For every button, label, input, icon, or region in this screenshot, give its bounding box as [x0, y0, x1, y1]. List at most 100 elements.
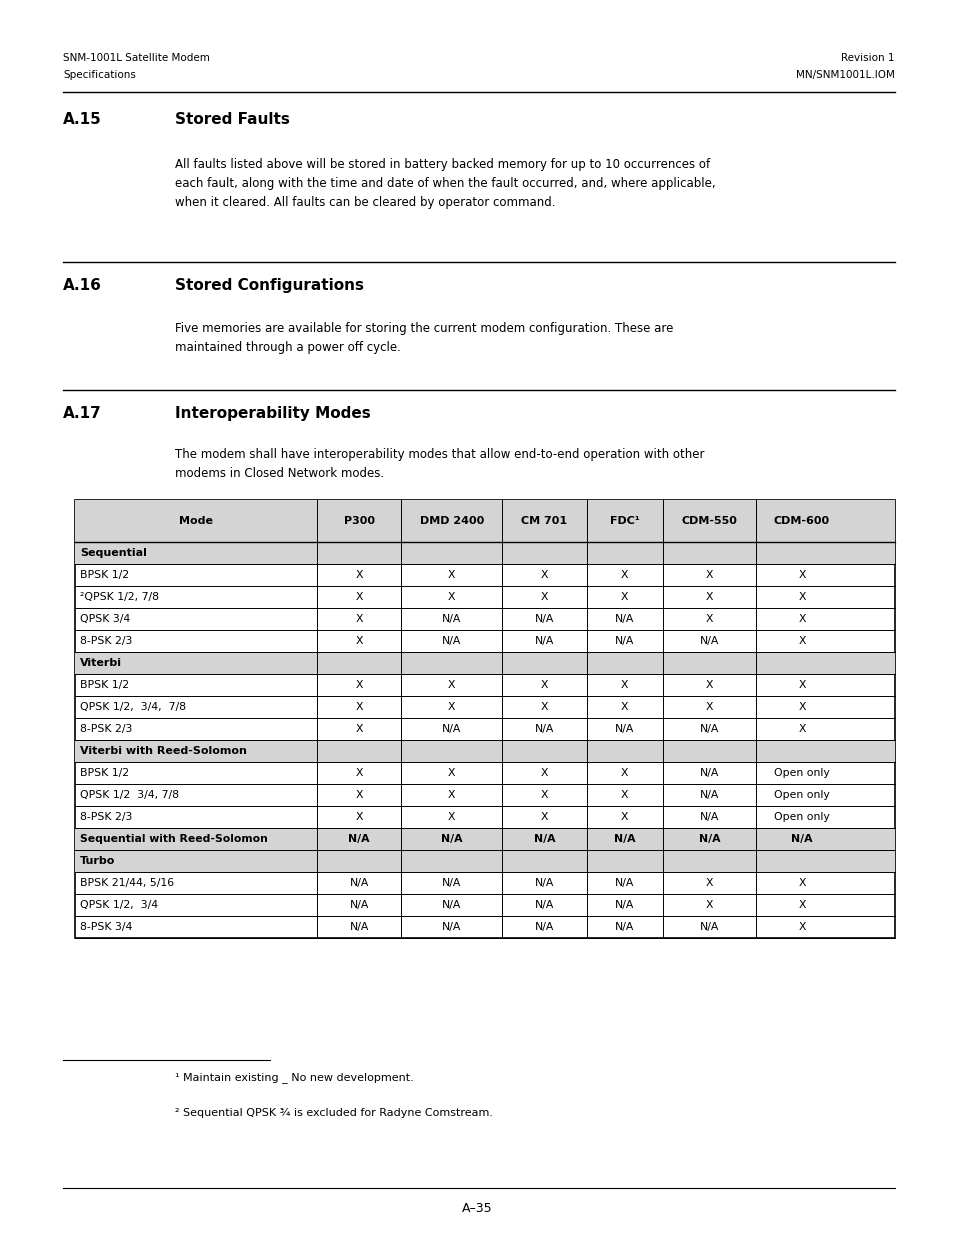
Text: N/A: N/A [699, 724, 719, 734]
Text: 8-PSK 2/3: 8-PSK 2/3 [80, 724, 132, 734]
Text: Revision 1: Revision 1 [841, 53, 894, 63]
Text: X: X [355, 811, 362, 823]
Text: X: X [540, 811, 548, 823]
Text: CDM-550: CDM-550 [680, 516, 737, 526]
Text: X: X [448, 571, 456, 580]
Text: N/A: N/A [535, 878, 554, 888]
Text: BPSK 1/2: BPSK 1/2 [80, 768, 129, 778]
Text: Open only: Open only [773, 811, 829, 823]
Text: P300: P300 [343, 516, 375, 526]
Text: FDC¹: FDC¹ [609, 516, 639, 526]
Bar [75, 850, 894, 872]
Text: X: X [355, 790, 362, 800]
Text: N/A: N/A [441, 614, 461, 624]
Bar [75, 827, 894, 850]
Text: N/A: N/A [349, 923, 369, 932]
Text: N/A: N/A [349, 900, 369, 910]
Text: BPSK 1/2: BPSK 1/2 [80, 571, 129, 580]
Text: N/A: N/A [615, 614, 634, 624]
Text: N/A: N/A [699, 811, 719, 823]
Text: QPSK 1/2,  3/4,  7/8: QPSK 1/2, 3/4, 7/8 [80, 701, 186, 713]
Text: X: X [355, 614, 362, 624]
Text: X: X [448, 768, 456, 778]
Text: A.16: A.16 [63, 278, 102, 293]
Text: X: X [620, 592, 628, 601]
Text: ² Sequential QPSK ¾ is excluded for Radyne Comstream.: ² Sequential QPSK ¾ is excluded for Rady… [174, 1108, 493, 1118]
Text: CDM-600: CDM-600 [773, 516, 829, 526]
Bar [75, 740, 894, 762]
Text: QPSK 3/4: QPSK 3/4 [80, 614, 131, 624]
Text: N/A: N/A [699, 768, 719, 778]
Text: N/A: N/A [441, 724, 461, 734]
Text: X: X [540, 701, 548, 713]
Text: N/A: N/A [533, 834, 555, 844]
Text: X: X [798, 923, 805, 932]
Text: X: X [705, 680, 712, 690]
Text: X: X [798, 900, 805, 910]
Text: X: X [620, 680, 628, 690]
Text: X: X [798, 701, 805, 713]
Text: N/A: N/A [698, 834, 720, 844]
Text: N/A: N/A [614, 834, 635, 844]
Text: N/A: N/A [699, 790, 719, 800]
Text: X: X [798, 636, 805, 646]
Text: each fault, along with the time and date of when the fault occurred, and, where : each fault, along with the time and date… [174, 177, 715, 190]
Text: N/A: N/A [535, 724, 554, 734]
Text: N/A: N/A [441, 878, 461, 888]
Text: BPSK 21/44, 5/16: BPSK 21/44, 5/16 [80, 878, 174, 888]
Text: N/A: N/A [699, 636, 719, 646]
Bar [75, 542, 894, 564]
Text: X: X [620, 768, 628, 778]
Text: ¹ Maintain existing _ No new development.: ¹ Maintain existing _ No new development… [174, 1072, 414, 1083]
Text: X: X [448, 592, 456, 601]
Text: X: X [355, 592, 362, 601]
Text: N/A: N/A [440, 834, 462, 844]
Text: Five memories are available for storing the current modem configuration. These a: Five memories are available for storing … [174, 322, 673, 335]
Text: N/A: N/A [615, 923, 634, 932]
Text: Interoperability Modes: Interoperability Modes [174, 406, 371, 421]
Text: X: X [705, 900, 712, 910]
Text: X: X [540, 680, 548, 690]
Text: X: X [798, 614, 805, 624]
Text: SNM-1001L Satellite Modem: SNM-1001L Satellite Modem [63, 53, 210, 63]
Text: The modem shall have interoperability modes that allow end-to-end operation with: The modem shall have interoperability mo… [174, 448, 703, 461]
Text: Sequential with Reed-Solomon: Sequential with Reed-Solomon [80, 834, 268, 844]
Text: X: X [355, 768, 362, 778]
Text: MN/SNM1001L.IOM: MN/SNM1001L.IOM [796, 70, 894, 80]
Text: N/A: N/A [348, 834, 370, 844]
Text: N/A: N/A [615, 724, 634, 734]
Text: X: X [448, 811, 456, 823]
Text: X: X [705, 592, 712, 601]
Text: X: X [705, 571, 712, 580]
Text: N/A: N/A [535, 614, 554, 624]
Text: modems in Closed Network modes.: modems in Closed Network modes. [174, 467, 384, 480]
Text: X: X [448, 680, 456, 690]
Bar [75, 500, 894, 542]
Text: Open only: Open only [773, 768, 829, 778]
Text: X: X [798, 878, 805, 888]
Text: when it cleared. All faults can be cleared by operator command.: when it cleared. All faults can be clear… [174, 196, 555, 209]
Text: N/A: N/A [441, 923, 461, 932]
Text: Sequential: Sequential [80, 548, 147, 558]
Text: A.17: A.17 [63, 406, 102, 421]
Text: X: X [355, 571, 362, 580]
Text: X: X [705, 614, 712, 624]
Text: Viterbi: Viterbi [80, 658, 122, 668]
Text: N/A: N/A [535, 900, 554, 910]
Text: X: X [798, 724, 805, 734]
Text: QPSK 1/2,  3/4: QPSK 1/2, 3/4 [80, 900, 158, 910]
Text: X: X [798, 680, 805, 690]
Text: X: X [540, 768, 548, 778]
Text: X: X [540, 592, 548, 601]
Text: N/A: N/A [441, 900, 461, 910]
Text: X: X [355, 724, 362, 734]
Text: BPSK 1/2: BPSK 1/2 [80, 680, 129, 690]
Text: N/A: N/A [441, 636, 461, 646]
Text: ²QPSK 1/2, 7/8: ²QPSK 1/2, 7/8 [80, 592, 159, 601]
Text: X: X [798, 592, 805, 601]
Text: X: X [620, 701, 628, 713]
Text: N/A: N/A [615, 878, 634, 888]
Text: X: X [620, 571, 628, 580]
Text: Viterbi with Reed-Solomon: Viterbi with Reed-Solomon [80, 746, 247, 756]
Text: Stored Faults: Stored Faults [174, 112, 290, 127]
